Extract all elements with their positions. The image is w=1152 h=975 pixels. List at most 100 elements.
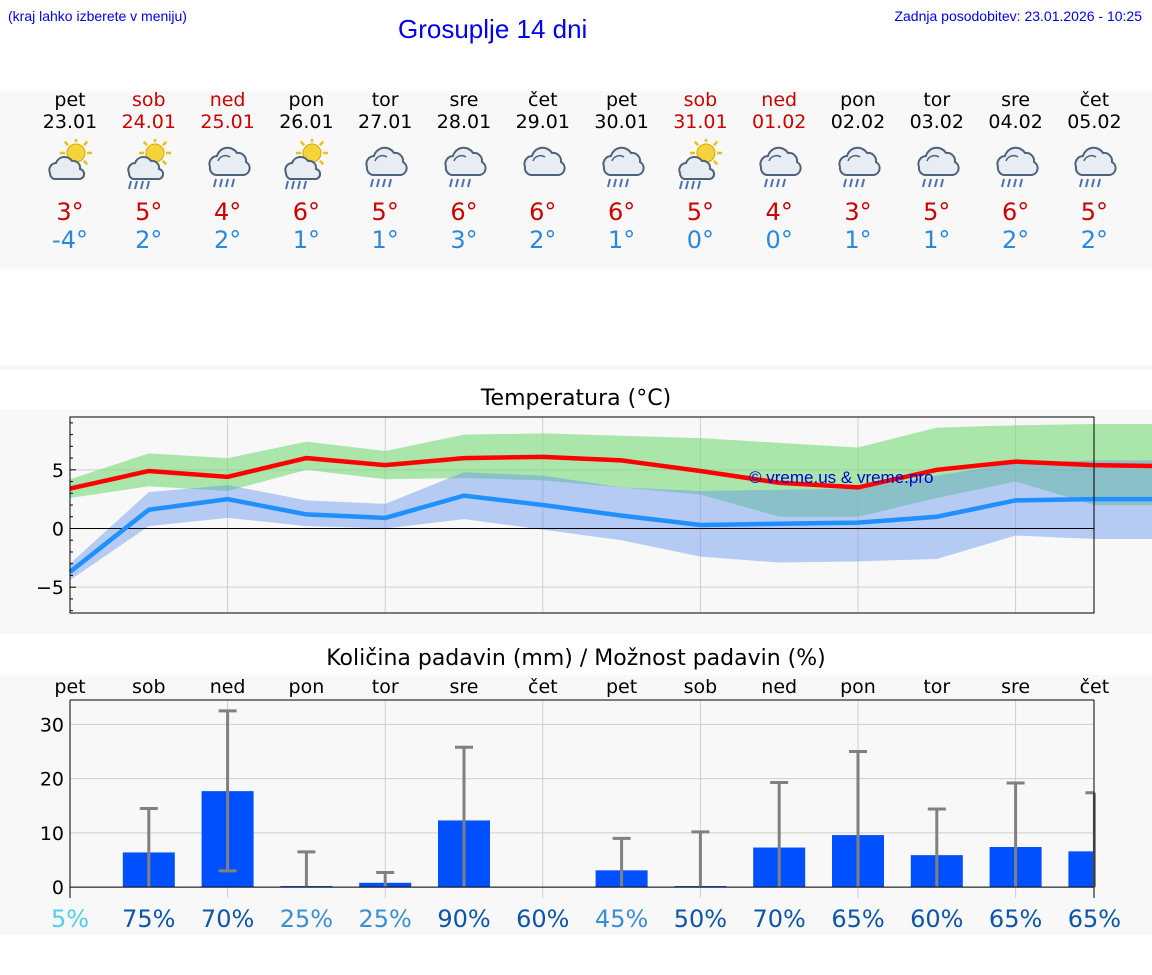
x-category-label: čet	[1080, 676, 1110, 698]
x-category-label: čet	[528, 676, 558, 698]
precipitation-probability: 90%	[437, 905, 490, 933]
page-title: Grosuplje 14 dni	[398, 14, 588, 44]
day-name: sob	[683, 89, 718, 111]
separator-band	[0, 365, 1152, 370]
day-date: 23.01	[42, 111, 98, 133]
y-tick-label: 5	[52, 460, 64, 482]
precipitation-probability: 65%	[831, 905, 884, 933]
x-category-label: sre	[1001, 676, 1030, 698]
day-name: čet	[528, 89, 558, 111]
min-temperature: 1°	[923, 226, 951, 254]
x-category-label: pon	[840, 676, 876, 698]
min-temperature: -4°	[52, 226, 88, 254]
max-temperature-line	[69, 454, 1152, 491]
min-temperature-range-band	[70, 460, 1152, 581]
precipitation-probability: 65%	[989, 905, 1042, 933]
sun-cloud-icon	[42, 137, 98, 191]
max-temperature: 5°	[686, 198, 715, 226]
max-temperature-range-band	[70, 424, 1152, 517]
max-temperature: 6°	[450, 198, 478, 226]
x-category-label: sob	[132, 676, 166, 698]
x-category-label: tor	[372, 676, 399, 698]
max-temperature: 3°	[844, 198, 872, 226]
min-temperature: 2°	[135, 226, 163, 254]
cloud-rain-icon	[830, 139, 886, 191]
min-temperature: 0°	[686, 226, 715, 254]
cloud-rain-icon	[594, 139, 650, 191]
min-temperature: 3°	[450, 226, 478, 254]
cloud-rain-icon	[200, 139, 256, 191]
day-name: pon	[288, 89, 325, 111]
precipitation-probability: 70%	[201, 905, 254, 933]
sun-cloud-rain-icon	[672, 137, 728, 191]
temperature-chart-title: Temperatura (°C)	[480, 386, 672, 411]
day-name: sob	[132, 89, 166, 111]
min-temperature: 2°	[1080, 226, 1109, 254]
day-date: 30.01	[594, 111, 649, 133]
day-name: čet	[1079, 89, 1110, 111]
x-category-label: sre	[450, 676, 479, 698]
min-temperature-line	[68, 493, 1152, 574]
city-menu-hint[interactable]: (kraj lahko izberete v meniju)	[8, 8, 187, 24]
last-update-label: Zadnja posodobitev: 23.01.2026 - 10:25	[894, 8, 1142, 24]
cloud-rain-icon	[1066, 139, 1122, 191]
day-name: sre	[449, 89, 479, 111]
day-date: 27.01	[357, 111, 413, 133]
cloud-rain-icon	[436, 139, 492, 191]
day-name: ned	[209, 89, 246, 111]
min-temperature: 1°	[607, 226, 636, 254]
x-category-label: pet	[606, 676, 637, 698]
plot-frame	[69, 416, 1095, 614]
sun-cloud-rain-icon	[121, 137, 177, 191]
max-temperature: 6°	[607, 198, 636, 226]
day-name: pet	[54, 89, 86, 111]
x-category-label: tor	[923, 676, 950, 698]
precipitation-probability: 25%	[359, 905, 412, 933]
min-temperature: 1°	[371, 226, 399, 254]
y-tick-label: 0	[52, 518, 64, 540]
day-name: ned	[761, 89, 798, 111]
y-tick-label: 20	[40, 769, 64, 791]
precipitation-probability: 70%	[753, 905, 806, 933]
precipitation-chart: pet sob ned pon tor sre čet pet sob ned pon tor sre č…	[40, 676, 1121, 933]
cloud-rain-icon	[988, 139, 1044, 191]
max-temperature: 6°	[529, 198, 557, 226]
x-category-label: ned	[761, 676, 797, 698]
day-name: sre	[1001, 89, 1031, 111]
day-date: 01.02	[751, 111, 807, 133]
precipitation-probability: 65%	[1068, 905, 1121, 933]
min-temperature: 2°	[213, 226, 242, 254]
cloud-rain-icon	[357, 139, 413, 191]
precipitation-probability: 50%	[674, 905, 727, 933]
precipitation-chart-title: Količina padavin (mm) / Možnost padavin …	[326, 646, 826, 671]
day-date: 25.01	[200, 111, 255, 133]
precipitation-probability: 60%	[910, 905, 963, 933]
max-temperature: 5°	[1080, 198, 1109, 226]
day-date: 05.02	[1067, 111, 1122, 133]
cloud-icon	[515, 139, 571, 191]
max-temperature: 5°	[923, 198, 951, 226]
min-temperature: 0°	[765, 226, 793, 254]
day-date: 26.01	[279, 111, 334, 133]
min-temperature: 1°	[292, 226, 321, 254]
day-date: 24.01	[121, 111, 176, 133]
precipitation-probability: 45%	[595, 905, 648, 933]
min-temperature: 2°	[529, 226, 557, 254]
precipitation-probability: 5%	[51, 905, 89, 933]
day-date: 29.01	[515, 111, 570, 133]
day-date: 31.01	[673, 111, 728, 133]
max-temperature: 3°	[56, 198, 84, 226]
y-tick-label: 30	[40, 714, 64, 736]
max-temperature: 6°	[292, 198, 321, 226]
max-temperature: 4°	[213, 198, 242, 226]
precipitation-probability: 75%	[122, 905, 175, 933]
day-date: 03.02	[909, 111, 964, 133]
max-temperature: 6°	[1001, 198, 1030, 226]
day-name: tor	[371, 89, 399, 111]
y-tick-label: 10	[40, 823, 64, 845]
cloud-rain-icon	[751, 139, 807, 191]
precipitation-probability: 25%	[280, 905, 333, 933]
min-temperature: 1°	[844, 226, 872, 254]
day-date: 02.02	[830, 111, 886, 133]
x-category-label: sob	[684, 676, 718, 698]
